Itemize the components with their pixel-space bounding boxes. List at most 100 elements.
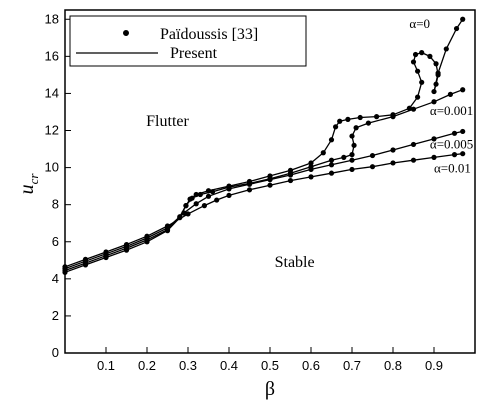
data-point-0 — [357, 114, 363, 121]
data-point-0 — [308, 160, 314, 166]
data-point-1 — [460, 87, 466, 93]
region-label-1: Stable — [275, 254, 315, 271]
data-point-0 — [193, 191, 199, 198]
y-axis: 0 2 4 6 8 10 12 14 16 18 — [45, 11, 71, 360]
data-point-3 — [431, 154, 437, 160]
y-tick-label: 8 — [52, 197, 59, 212]
data-point-0 — [374, 114, 380, 120]
data-point-3 — [267, 182, 273, 188]
data-point-1 — [183, 203, 189, 209]
y-tick-label: 10 — [45, 160, 59, 175]
x-tick-label: 0.5 — [261, 358, 279, 373]
x-tick-label: 0.4 — [220, 358, 238, 373]
data-point-1 — [328, 157, 335, 163]
data-point-2 — [308, 166, 314, 173]
y-tick-label: 4 — [52, 271, 59, 286]
series-label-2: α=0.005 — [430, 136, 473, 151]
data-point-3 — [369, 164, 376, 170]
data-point-1 — [431, 99, 437, 105]
data-point-3 — [246, 187, 253, 193]
data-point-1 — [353, 125, 359, 131]
data-point-0 — [433, 81, 439, 87]
data-point-2 — [390, 147, 396, 153]
data-point-1 — [349, 152, 355, 158]
x-tick-label: 0.3 — [179, 358, 197, 373]
data-point-3 — [103, 249, 109, 255]
data-point-1 — [447, 91, 453, 97]
data-point-2 — [451, 130, 458, 136]
data-point-0 — [453, 25, 460, 32]
y-tick-label: 0 — [52, 345, 59, 360]
data-point-3 — [308, 174, 314, 180]
data-point-2 — [369, 152, 376, 159]
y-tick-label: 6 — [52, 234, 59, 249]
data-point-3 — [226, 192, 232, 199]
data-point-0 — [415, 94, 421, 100]
y-tick-label: 2 — [52, 308, 59, 323]
data-point-3 — [185, 211, 191, 217]
x-tick-label: 0.2 — [138, 358, 156, 373]
data-point-3 — [62, 264, 68, 270]
y-axis-title-main: u — [16, 184, 38, 194]
y-tick-label: 14 — [45, 85, 59, 100]
x-tick-label: 0.9 — [425, 358, 443, 373]
data-point-1 — [351, 142, 357, 148]
y-axis-title: ucr — [16, 173, 41, 195]
data-point-0 — [412, 51, 419, 58]
data-point-2 — [193, 201, 199, 207]
data-point-3 — [390, 160, 396, 166]
data-point-1 — [365, 120, 371, 126]
series-label-1: α=0.001 — [430, 103, 473, 118]
y-tick-label: 12 — [45, 123, 59, 138]
data-point-0 — [431, 88, 437, 95]
region-labels: Flutter Stable — [146, 113, 314, 271]
series-line-1 — [64, 89, 463, 272]
data-point-2 — [205, 193, 212, 199]
data-point-0 — [419, 79, 425, 85]
data-point-0 — [460, 16, 466, 22]
data-point-1 — [341, 154, 347, 160]
data-point-1 — [197, 191, 203, 198]
data-point-3 — [287, 177, 294, 184]
y-tick-label: 16 — [45, 48, 59, 63]
data-point-3 — [123, 241, 130, 248]
x-tick-label: 0.1 — [97, 358, 115, 373]
data-point-0 — [415, 68, 421, 74]
data-point-3 — [460, 151, 466, 157]
data-point-0 — [337, 118, 343, 124]
series-line-3 — [64, 153, 463, 268]
data-point-0 — [435, 70, 441, 76]
data-point-3 — [214, 197, 220, 203]
data-point-0 — [320, 150, 326, 156]
data-point-0 — [410, 59, 417, 65]
data-point-0 — [433, 61, 439, 67]
series-line-2 — [64, 130, 463, 270]
data-point-0 — [419, 50, 425, 56]
data-point-3 — [349, 166, 355, 173]
x-tick-label: 0.8 — [384, 358, 402, 373]
data-point-2 — [287, 172, 294, 178]
data-point-0 — [406, 105, 412, 111]
data-point-3 — [164, 223, 171, 229]
data-point-1 — [349, 133, 355, 139]
data-point-2 — [226, 186, 232, 192]
data-point-0 — [328, 137, 335, 143]
legend-box — [69, 15, 307, 67]
data-point-2 — [328, 162, 335, 168]
x-axis: 0.1 0.2 0.3 0.4 0.5 0.6 0.7 0.8 0.9 — [97, 347, 443, 373]
x-axis-title: β — [265, 378, 275, 400]
data-point-1 — [177, 214, 183, 220]
data-point-1 — [189, 195, 195, 201]
data-point-3 — [144, 233, 150, 239]
data-point-3 — [410, 157, 417, 163]
y-tick-label: 18 — [45, 11, 59, 26]
series-label-0: α=0 — [409, 16, 430, 31]
data-point-2 — [460, 128, 466, 135]
data-point-2 — [246, 181, 253, 187]
x-tick-label: 0.7 — [343, 358, 361, 373]
region-label-0: Flutter — [146, 113, 189, 130]
data-point-2 — [181, 210, 187, 216]
data-point-3 — [451, 152, 458, 158]
data-point-2 — [267, 177, 273, 183]
